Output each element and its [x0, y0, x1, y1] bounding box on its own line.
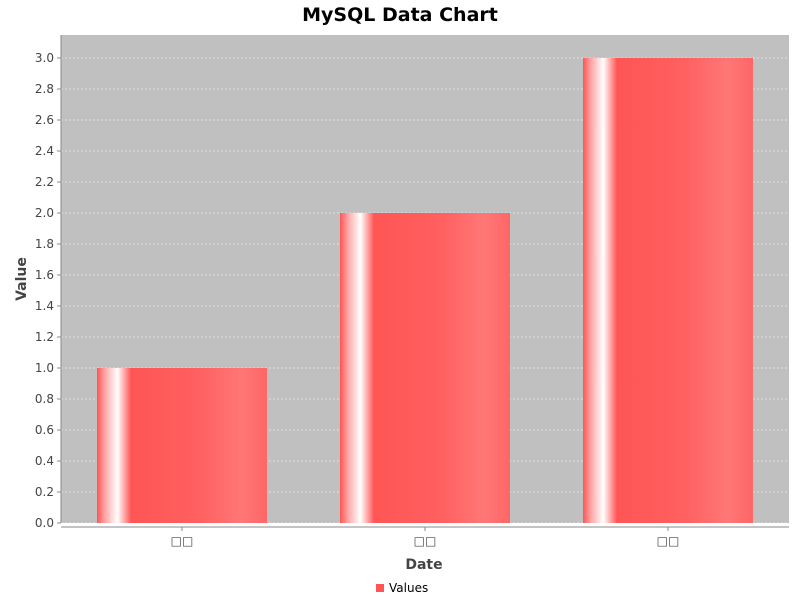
y-tick-label: 2.6 [35, 113, 54, 127]
legend-swatch [376, 584, 384, 592]
y-tick-label: 0.6 [35, 423, 54, 437]
y-tick-label: 0.8 [35, 392, 54, 406]
bars [97, 58, 753, 523]
bar [340, 213, 510, 523]
y-tick-label: 0.0 [35, 516, 54, 530]
y-tick-label: 1.2 [35, 330, 54, 344]
x-axis-ticks: □□ □□ □□ [171, 527, 680, 548]
y-tick-label: 0.2 [35, 485, 54, 499]
y-tick-label: 3.0 [35, 51, 54, 65]
chart-title: MySQL Data Chart [302, 4, 498, 26]
x-axis-title: Date [405, 557, 442, 573]
x-tick-label: □□ [414, 534, 437, 548]
y-tick-label: 2.4 [35, 144, 54, 158]
y-tick-label: 2.2 [35, 175, 54, 189]
bar [583, 58, 753, 523]
y-tick-label: 1.4 [35, 299, 54, 313]
bar [97, 368, 267, 523]
y-tick-label: 2.8 [35, 82, 54, 96]
y-tick-label: 0.4 [35, 454, 54, 468]
x-tick-label: □□ [171, 534, 194, 548]
x-tick-label: □□ [657, 534, 680, 548]
y-tick-label: 2.0 [35, 206, 54, 220]
legend: Values [376, 581, 428, 595]
legend-label: Values [389, 581, 428, 595]
y-tick-label: 1.8 [35, 237, 54, 251]
y-tick-label: 1.6 [35, 268, 54, 282]
y-axis-title: Value [14, 257, 30, 301]
y-axis-ticks: 0.0 0.2 0.4 0.6 0.8 1.0 1.2 1.4 1.6 1.8 2.0 2.2 2.4 2… [35, 51, 61, 530]
y-tick-label: 1.0 [35, 361, 54, 375]
